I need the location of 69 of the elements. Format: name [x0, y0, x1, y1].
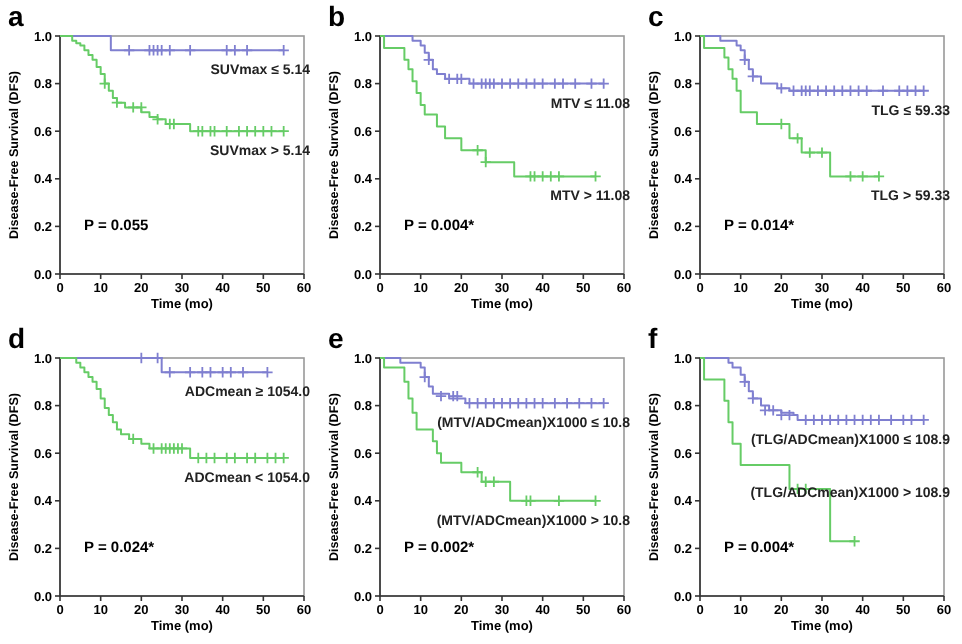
point — [561, 398, 573, 409]
point — [816, 147, 828, 158]
point — [472, 145, 483, 156]
point — [221, 126, 232, 137]
point — [278, 126, 289, 137]
point — [768, 405, 779, 416]
chart-title: f — [648, 322, 658, 354]
point — [488, 476, 500, 487]
point — [739, 54, 750, 65]
point — [861, 85, 872, 96]
point — [504, 78, 516, 89]
point — [136, 102, 147, 113]
point — [820, 85, 832, 96]
point — [472, 467, 483, 478]
point — [423, 54, 434, 65]
point — [598, 398, 609, 409]
point — [229, 45, 241, 56]
point — [278, 45, 289, 56]
chart-title: a — [8, 0, 24, 32]
point — [598, 78, 609, 89]
point — [496, 78, 508, 89]
point — [857, 171, 868, 182]
point — [776, 83, 787, 94]
point — [164, 367, 175, 378]
point — [480, 476, 491, 487]
point — [918, 85, 929, 96]
point — [237, 367, 249, 378]
point — [472, 398, 483, 409]
chart-title: b — [328, 0, 346, 32]
point — [241, 45, 253, 56]
point — [586, 78, 597, 89]
chart-title: e — [328, 322, 344, 354]
point — [152, 114, 163, 125]
point — [443, 73, 455, 85]
point — [111, 97, 123, 108]
point — [164, 45, 175, 56]
point — [812, 85, 824, 96]
point — [241, 126, 253, 137]
point — [419, 371, 430, 383]
point — [435, 390, 447, 402]
point — [574, 398, 585, 409]
point — [549, 78, 561, 89]
point — [553, 495, 565, 506]
point — [217, 367, 228, 378]
point — [792, 133, 803, 144]
point — [549, 398, 561, 409]
point — [123, 45, 135, 56]
point — [570, 78, 581, 89]
point — [99, 78, 110, 89]
point — [221, 45, 232, 56]
chart-title: c — [648, 0, 664, 32]
point — [262, 367, 273, 378]
point — [496, 398, 508, 409]
point — [557, 78, 569, 89]
point — [739, 376, 750, 387]
point — [537, 78, 548, 89]
point — [488, 398, 500, 409]
point — [877, 85, 889, 96]
point — [184, 367, 196, 378]
point — [184, 45, 196, 56]
point — [504, 398, 516, 409]
point — [480, 156, 491, 168]
point — [537, 398, 548, 409]
point — [480, 398, 491, 409]
point — [225, 367, 236, 378]
chart-title: d — [8, 322, 26, 354]
point — [804, 147, 815, 158]
point — [759, 405, 771, 416]
point — [233, 126, 245, 137]
